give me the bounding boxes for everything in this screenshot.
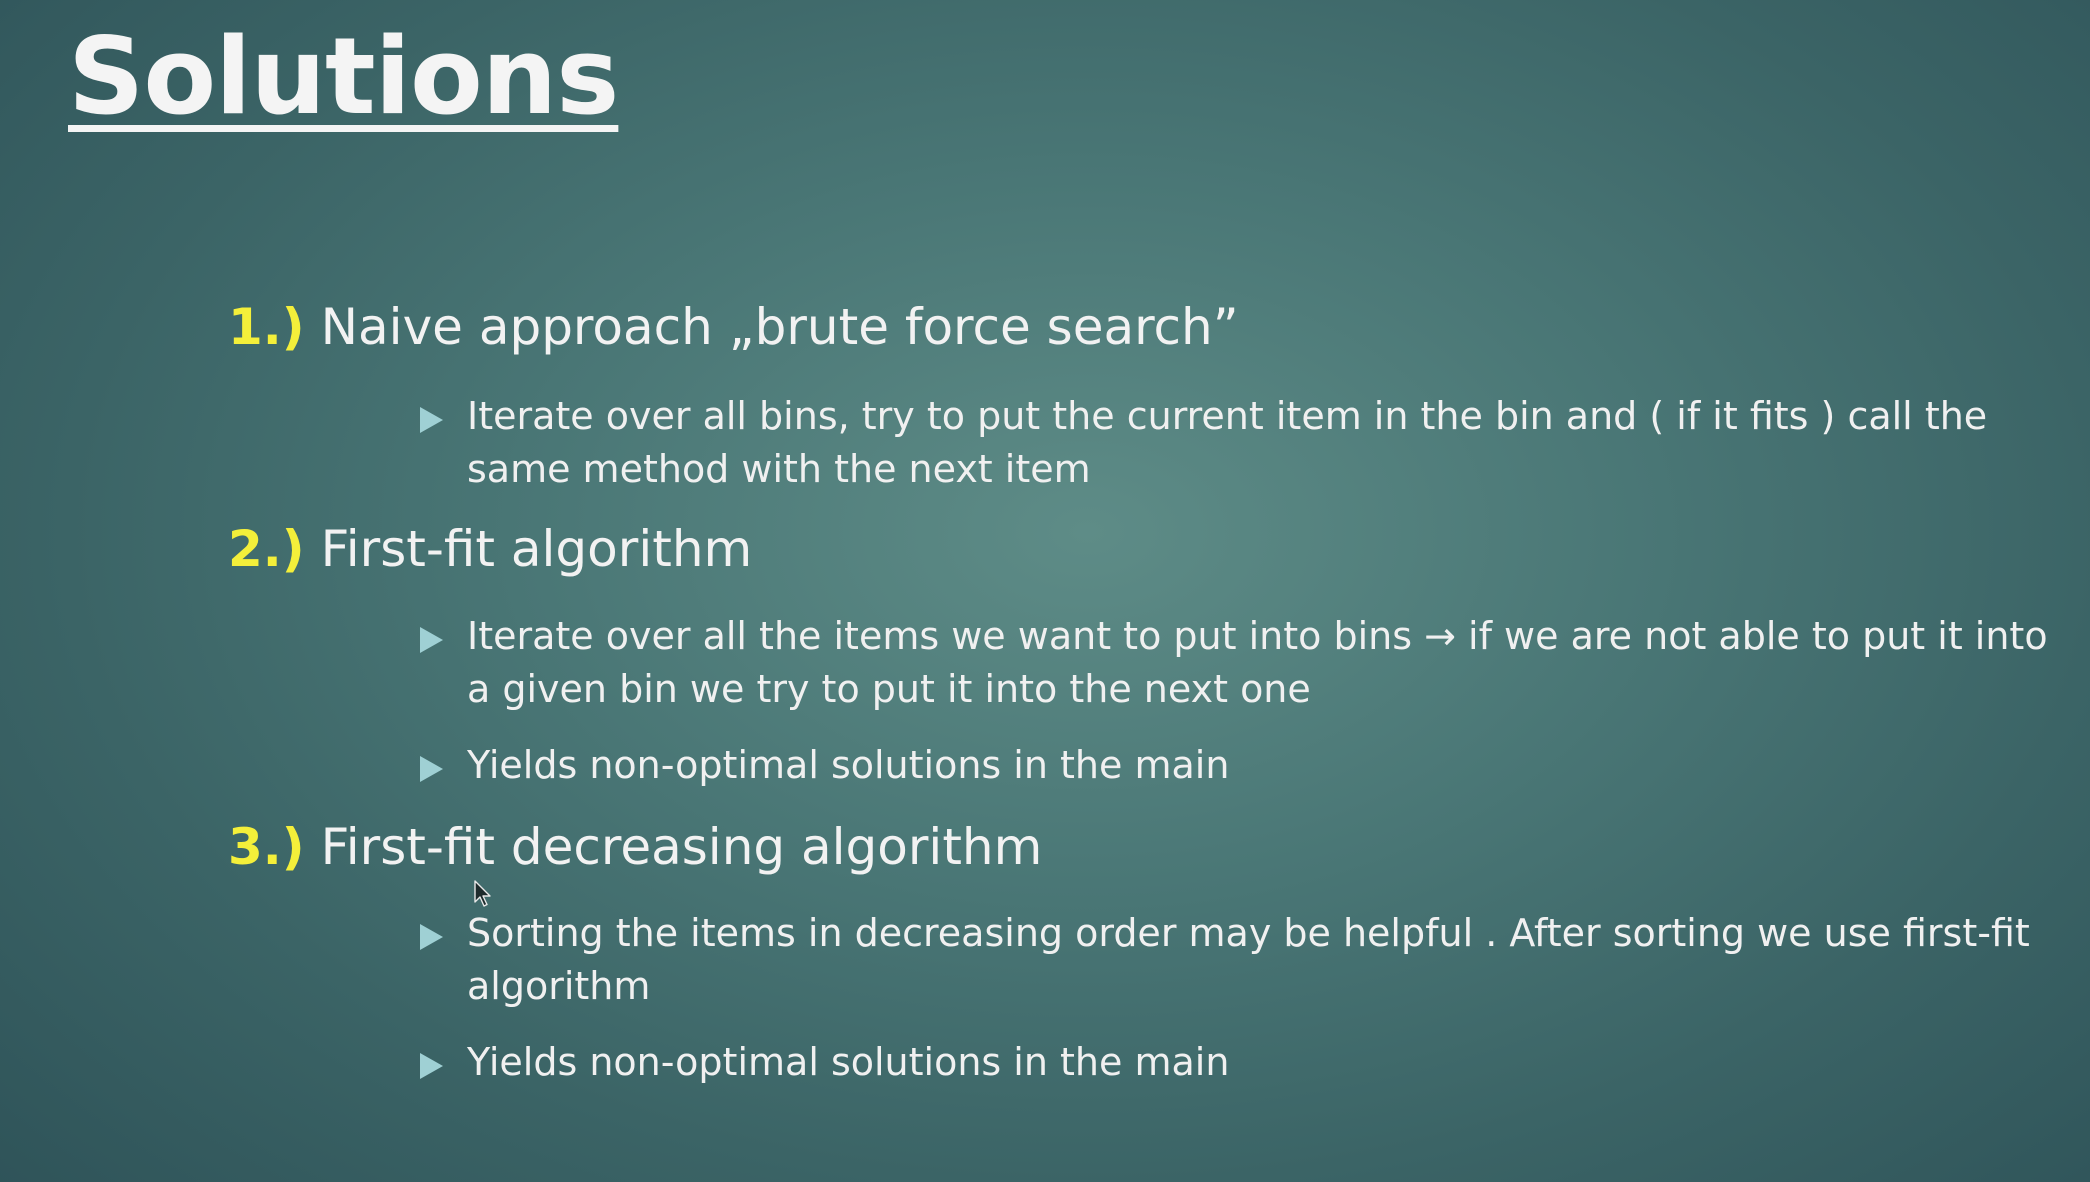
bullet-text: Iterate over all the items we want to pu… <box>467 614 2048 711</box>
section-1-bullet-1: Iterate over all bins, try to put the cu… <box>420 390 2050 496</box>
bullet-text: Sorting the items in decreasing order ma… <box>467 911 2030 1008</box>
triangle-right-icon <box>420 756 443 782</box>
section-3-bullet-1: Sorting the items in decreasing order ma… <box>420 907 2050 1013</box>
section-1-title: Naive approach „brute force search” <box>320 298 1239 356</box>
triangle-right-icon <box>420 1053 443 1079</box>
bullet-text: Yields non-optimal solutions in the main <box>467 1040 1230 1084</box>
triangle-right-icon <box>420 627 443 653</box>
section-2-bullet-2: Yields non-optimal solutions in the main <box>420 739 2050 792</box>
mouse-cursor-icon <box>474 880 491 907</box>
section-1-heading: 1.) Naive approach „brute force search” <box>228 297 1239 357</box>
section-3-bullet-2: Yields non-optimal solutions in the main <box>420 1036 2050 1089</box>
section-3-heading: 3.) First-fit decreasing algorithm <box>228 817 1042 877</box>
section-3-number: 3.) <box>228 818 305 876</box>
section-2-title: First-fit algorithm <box>320 520 753 578</box>
bullet-text: Iterate over all bins, try to put the cu… <box>467 394 1988 491</box>
section-3-title: First-fit decreasing algorithm <box>320 818 1043 876</box>
section-2-heading: 2.) First-fit algorithm <box>228 519 752 579</box>
triangle-right-icon <box>420 407 443 433</box>
section-2-number: 2.) <box>228 520 305 578</box>
bullet-text: Yields non-optimal solutions in the main <box>467 743 1230 787</box>
section-1-number: 1.) <box>228 298 305 356</box>
triangle-right-icon <box>420 924 443 950</box>
section-2-bullet-1: Iterate over all the items we want to pu… <box>420 610 2050 716</box>
slide-title: Solutions <box>68 15 619 138</box>
